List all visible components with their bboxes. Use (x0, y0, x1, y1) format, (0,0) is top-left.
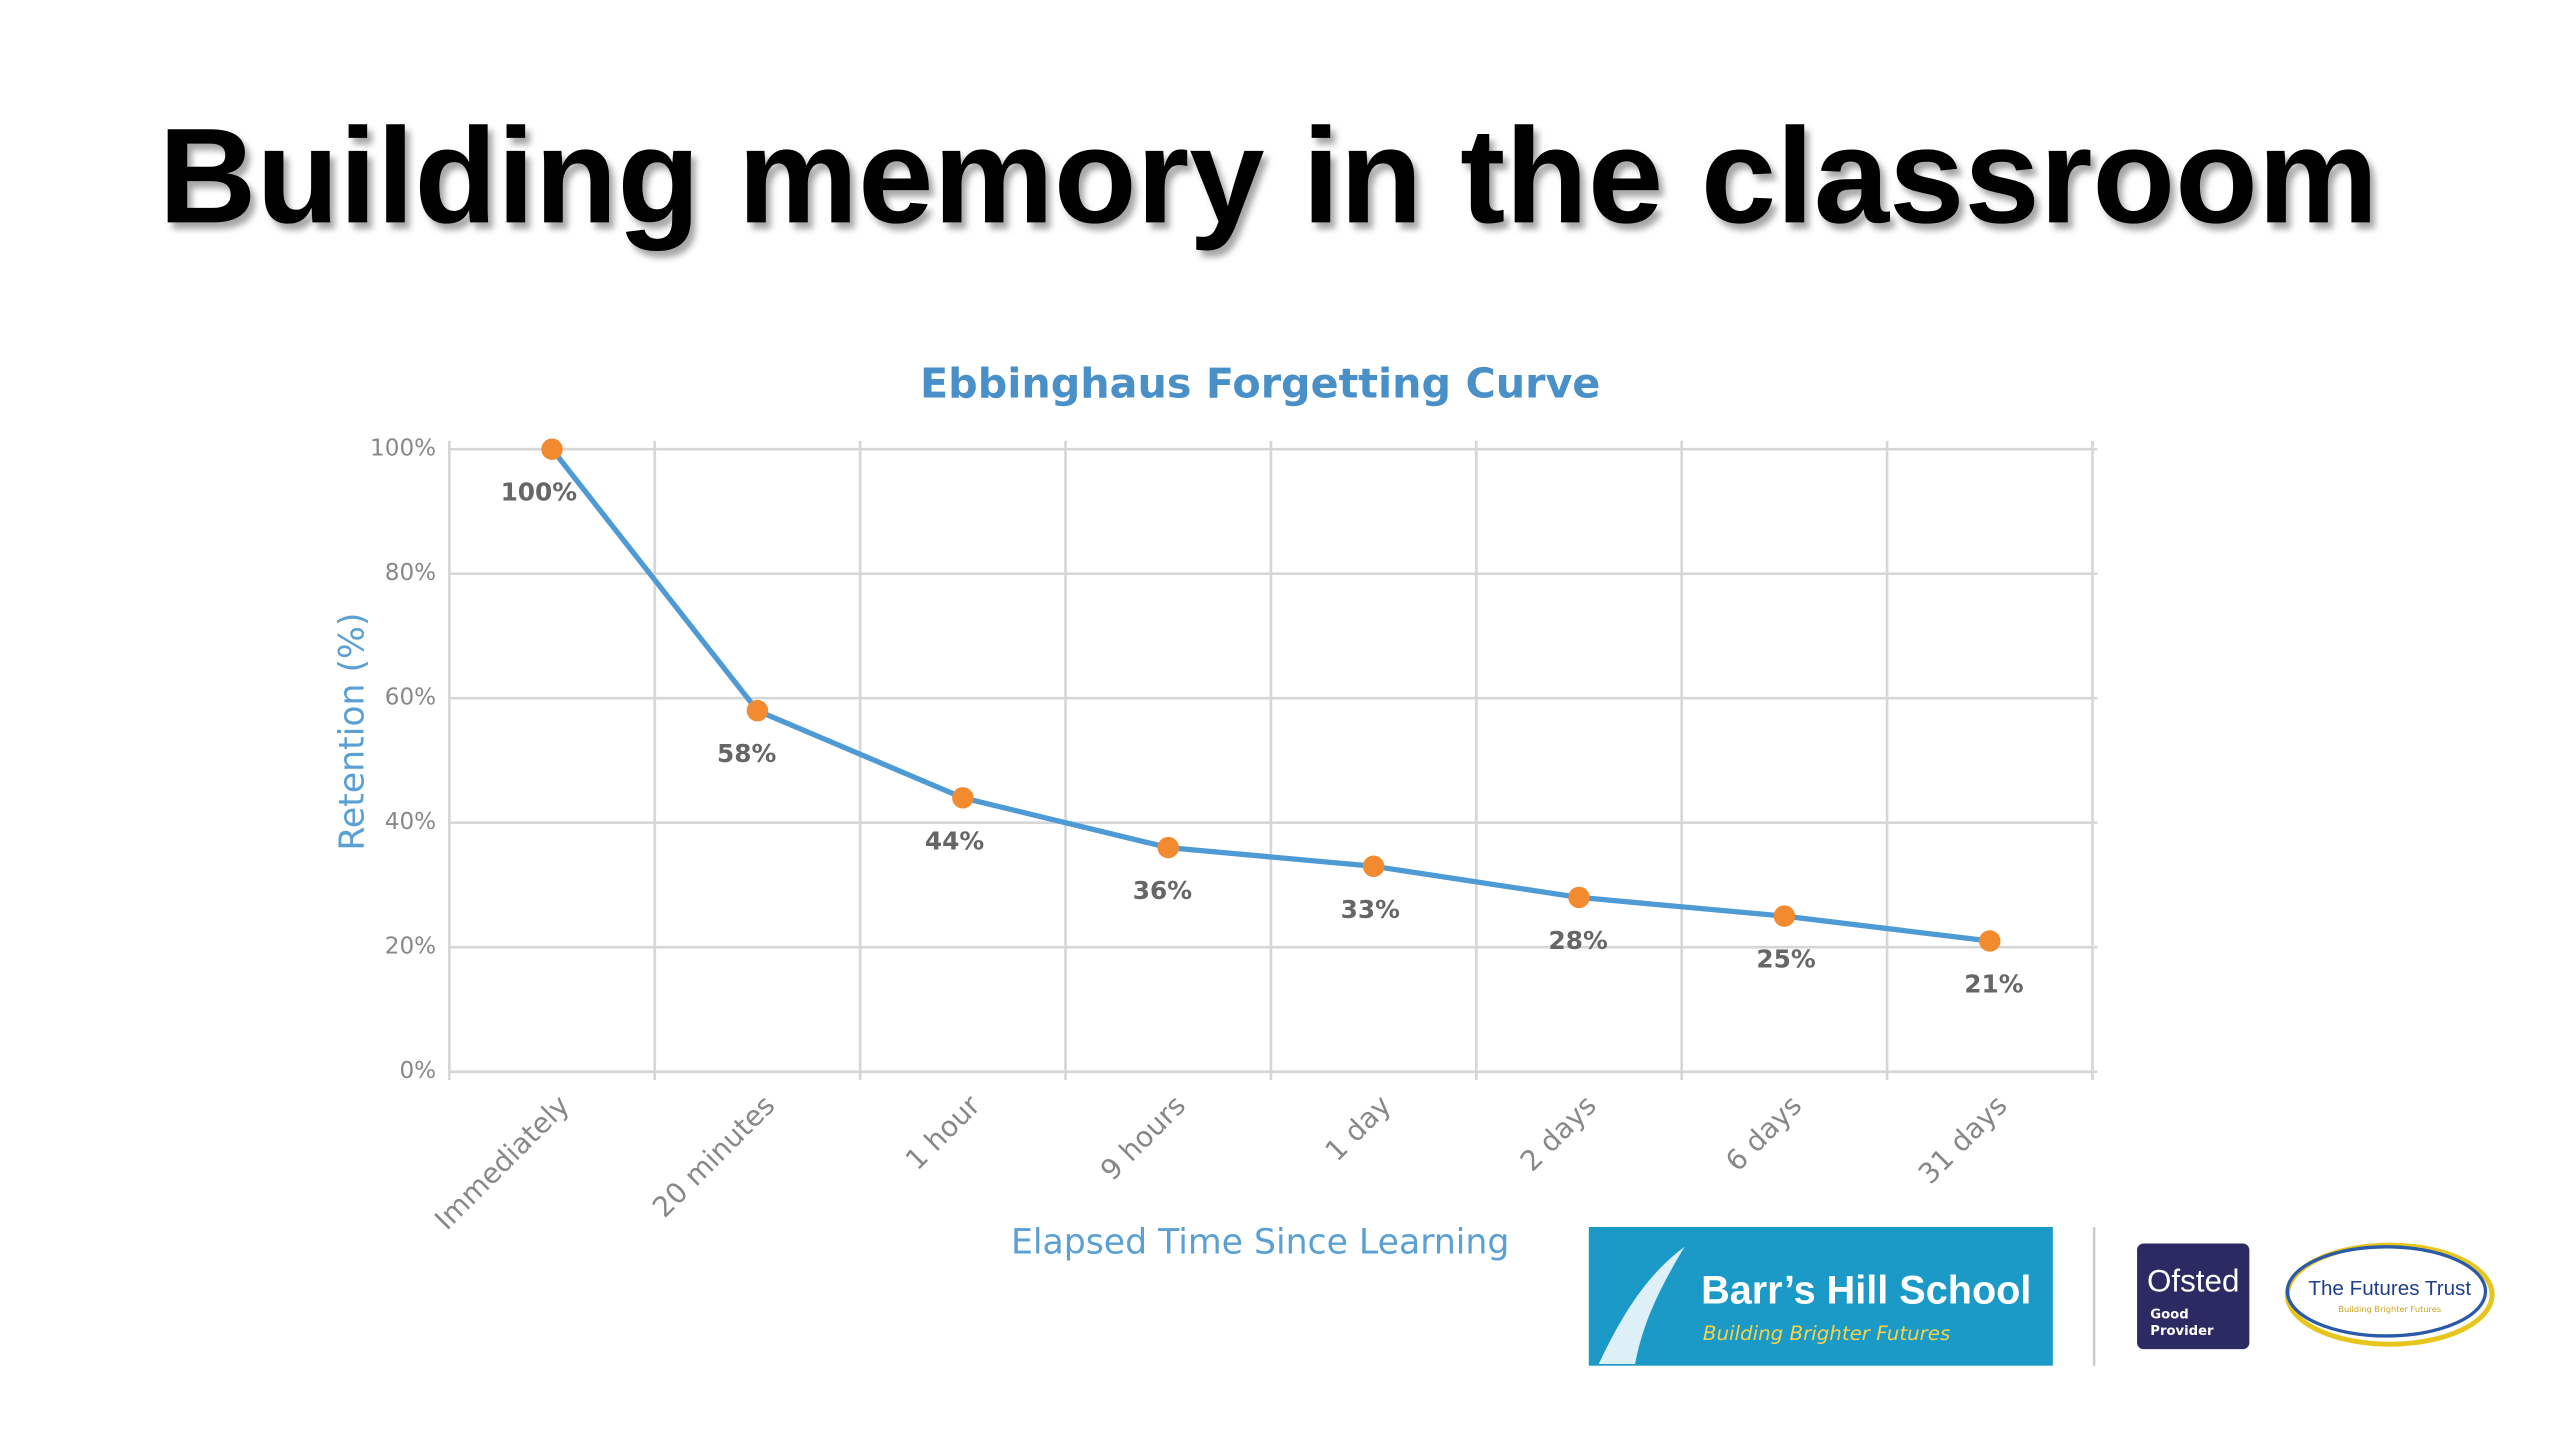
y-axis-label: Retention (%) (333, 613, 373, 851)
slide-title: Building memory in the classroom (159, 99, 2379, 251)
marker (1979, 930, 2001, 952)
chart-title: Ebbinghaus Forgetting Curve (920, 359, 1600, 407)
value-label: 36% (1133, 876, 1192, 905)
school-name: Barr’s Hill School (1701, 1268, 2031, 1312)
value-label: 44% (925, 826, 984, 855)
y-tick-label: 20% (385, 934, 436, 960)
value-label: 21% (1964, 970, 2023, 999)
x-tick-label: 1 day (1319, 1089, 1398, 1168)
trust-logo: The Futures Trust Building Brighter Futu… (2284, 1242, 2495, 1347)
ofsted-name: Ofsted (2147, 1263, 2239, 1298)
x-tick-label: 9 hours (1094, 1089, 1192, 1187)
school-logo: Barr’s Hill School Building Brighter Fut… (1588, 1226, 2053, 1366)
ofsted-grade: Good (2150, 1307, 2188, 1322)
school-tagline: Building Brighter Futures (1703, 1322, 1950, 1345)
x-tick-label: 31 days (1912, 1089, 2014, 1191)
value-label: 28% (1549, 926, 1608, 955)
marker (1568, 886, 1590, 909)
y-tick-label: 60% (385, 685, 436, 711)
marker (1157, 836, 1179, 859)
y-tick-label: 40% (385, 809, 436, 835)
x-tick-label: 2 days (1514, 1089, 1603, 1178)
ofsted-box (2137, 1243, 2250, 1350)
logo-box (1588, 1226, 2053, 1366)
x-tick-label: 6 days (1719, 1089, 1808, 1178)
trust-tagline: Building Brighter Futures (2338, 1304, 2441, 1314)
marker (1773, 905, 1796, 927)
value-label: 58% (717, 739, 776, 768)
y-tick-label: 80% (385, 560, 436, 586)
line (549, 447, 1991, 944)
marker (541, 438, 563, 460)
y-tick-label: 0% (399, 1058, 436, 1084)
value-label: 100% (501, 478, 578, 507)
value-label: 33% (1341, 895, 1400, 924)
plot: 0% 20% 40% 60% 80% 100% Immediately 20 minutes 1… (370, 436, 2098, 1237)
marker (746, 699, 769, 722)
trust-name: The Futures Trust (2308, 1277, 2471, 1300)
marker (1362, 855, 1385, 878)
x-tick-label: 20 minutes (646, 1089, 781, 1224)
x-tick-label: 1 hour (899, 1088, 987, 1176)
trust-ring (2285, 1245, 2488, 1338)
y-tick-label: 100% (370, 436, 436, 462)
marker (952, 787, 974, 809)
value-label: 25% (1756, 945, 1815, 974)
ofsted-logo: Ofsted Good Provider (2137, 1243, 2250, 1350)
x-axis-label: Elapsed Time Since Learning (1011, 1222, 1509, 1262)
logo-swoosh (1598, 1246, 1685, 1365)
x-tick-label: Immediately (428, 1089, 576, 1237)
ofsted-grade: Provider (2150, 1324, 2214, 1339)
